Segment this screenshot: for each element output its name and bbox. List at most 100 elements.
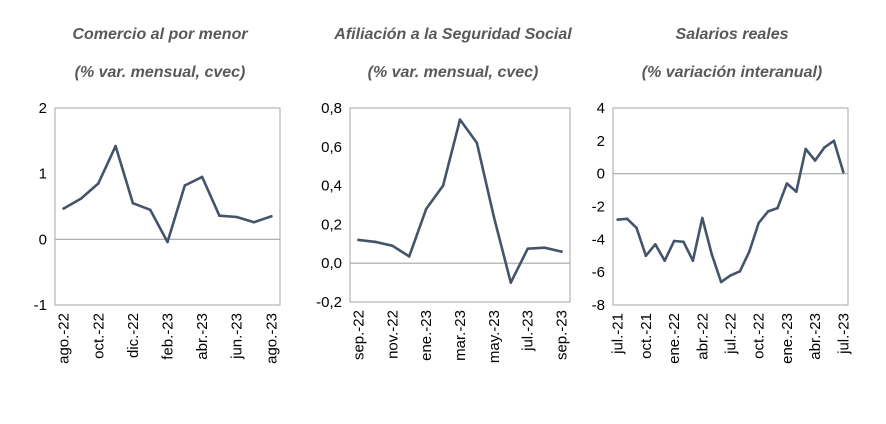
wages-plot-area — [612, 107, 849, 306]
retail-y-tick-label: -1 — [34, 297, 47, 314]
retail-plot-area — [54, 107, 281, 306]
affiliation-x-tick-label: may.-23 — [486, 310, 503, 363]
wages-x-tick-label: abr.-23 — [807, 313, 824, 360]
wages-y-tick-label: -4 — [592, 231, 605, 248]
wages-y-tick-label: -8 — [592, 297, 605, 314]
chart-wages: Salarios reales (% variación interanual)… — [592, 26, 853, 364]
retail-x-tick-label: jun.-23 — [229, 313, 246, 360]
affiliation-data-point — [357, 238, 360, 242]
chart-wages-title: Salarios reales — [676, 26, 789, 43]
wages-x-tick-label: oct.-21 — [638, 313, 655, 359]
affiliation-x-tick-label: sep.-23 — [554, 310, 571, 360]
affiliation-plot-area — [349, 107, 571, 303]
retail-data-point — [183, 184, 187, 187]
wages-data-point — [672, 239, 676, 243]
affiliation-y-tick-label: 0,0 — [321, 255, 342, 272]
affiliation-x-tick-label: jul.-23 — [520, 310, 537, 352]
retail-data-point — [79, 197, 83, 200]
retail-data-point — [96, 182, 100, 185]
retail-data-point — [166, 240, 169, 244]
affiliation-y-tick-label: 0,6 — [321, 139, 342, 156]
affiliation-data-point — [475, 141, 479, 145]
affiliation-data-point — [407, 255, 411, 258]
retail-y-tick-label: 0 — [39, 231, 47, 248]
affiliation-data-point — [492, 215, 496, 218]
chart-wages-subtitle: (% variación interanual) — [642, 64, 823, 81]
chart-retail-title: Comercio al por menor — [72, 26, 248, 43]
wages-data-point — [823, 146, 826, 149]
wages-data-point — [691, 259, 695, 262]
affiliation-data-point — [391, 244, 394, 248]
wages-y-tick-label: 0 — [597, 166, 605, 183]
wages-x-tick-label: jul.-21 — [610, 313, 627, 355]
chart-affiliation: Afiliación a la Seguridad Social (% var.… — [316, 26, 572, 363]
wages-data-point — [701, 216, 704, 220]
affiliation-data-point — [441, 184, 445, 187]
wages-x-tick-label: ene.-22 — [666, 313, 683, 364]
wages-data-point — [785, 182, 789, 185]
affiliation-y-tick-label: 0,8 — [321, 100, 342, 117]
retail-data-point — [131, 201, 135, 205]
affiliation-data-point — [458, 118, 462, 121]
affiliation-data-point — [509, 281, 513, 284]
retail-data-point — [62, 207, 65, 210]
wages-data-point — [729, 274, 732, 277]
retail-data-point — [200, 175, 204, 179]
retail-data-point — [235, 215, 239, 219]
wages-data-point — [644, 254, 648, 258]
chart-affiliation-title: Afiliación a la Seguridad Social — [333, 26, 572, 43]
wages-x-tick-label: oct.-22 — [751, 313, 768, 359]
retail-x-tick-label: oct.-22 — [90, 313, 107, 359]
retail-data-point — [114, 144, 117, 148]
wages-y-tick-label: -2 — [592, 199, 605, 216]
affiliation-x-tick-label: mar.-23 — [452, 310, 469, 361]
wages-data-point — [616, 218, 619, 221]
wages-x-tick-label: ene.-23 — [779, 313, 796, 364]
wages-data-point — [766, 210, 770, 213]
retail-y-tick-label: 2 — [39, 100, 47, 117]
wages-data-point — [710, 252, 713, 256]
retail-x-tick-label: ago.-23 — [263, 313, 280, 364]
affiliation-series-line — [357, 118, 563, 284]
chart-retail-subtitle: (% var. mensual, cvec) — [75, 64, 246, 81]
affiliation-x-tick-label: ene.-23 — [418, 310, 435, 361]
wages-data-point — [635, 226, 638, 230]
wages-data-point — [776, 206, 779, 210]
wages-data-point — [654, 242, 657, 246]
wages-data-point — [813, 159, 817, 162]
affiliation-y-tick-label: 0,2 — [321, 216, 342, 233]
wages-data-point — [804, 147, 807, 151]
wages-data-point — [748, 250, 751, 253]
wages-data-point — [663, 259, 666, 262]
affiliation-data-point — [424, 207, 428, 211]
retail-y-tick-label: 1 — [39, 166, 47, 183]
wages-data-point — [719, 280, 723, 284]
chart-affiliation-subtitle: (% var. mensual, cvec) — [368, 64, 539, 81]
affiliation-data-point — [560, 250, 563, 253]
retail-x-tick-label: feb.-23 — [160, 313, 177, 360]
retail-x-tick-label: abr.-23 — [194, 313, 211, 360]
retail-data-point — [252, 220, 256, 224]
retail-data-point — [218, 214, 221, 217]
wages-data-point — [625, 217, 629, 221]
affiliation-data-point — [374, 240, 377, 244]
wages-data-point — [842, 170, 845, 174]
affiliation-x-tick-label: sep.-22 — [350, 310, 367, 360]
wages-data-point — [832, 139, 836, 143]
wages-series-line — [616, 139, 845, 284]
retail-data-point — [270, 215, 273, 218]
affiliation-data-point — [543, 246, 546, 249]
affiliation-y-tick-label: 0,4 — [321, 178, 342, 195]
wages-data-point — [795, 190, 798, 194]
wages-data-point — [757, 221, 760, 225]
chart-retail-plot: -1 0 1 2 ago.-22 oct.-22 dic.-22 feb.-23 abr.-23… — [34, 100, 281, 364]
chart-wages-plot: -8 -6 -4 -2 0 2 4 jul.-21 oct.-21 ene.-22 abr.-22 j… — [592, 100, 853, 364]
affiliation-x-tick-label: nov.-22 — [384, 310, 401, 359]
affiliation-data-point — [526, 247, 529, 250]
wages-x-tick-label: abr.-22 — [694, 313, 711, 360]
affiliation-y-tick-label: -0,2 — [316, 294, 342, 311]
wages-data-point — [738, 270, 742, 273]
wages-x-tick-label: jul.-23 — [835, 313, 852, 355]
retail-x-tick-label: ago.-22 — [56, 313, 73, 364]
